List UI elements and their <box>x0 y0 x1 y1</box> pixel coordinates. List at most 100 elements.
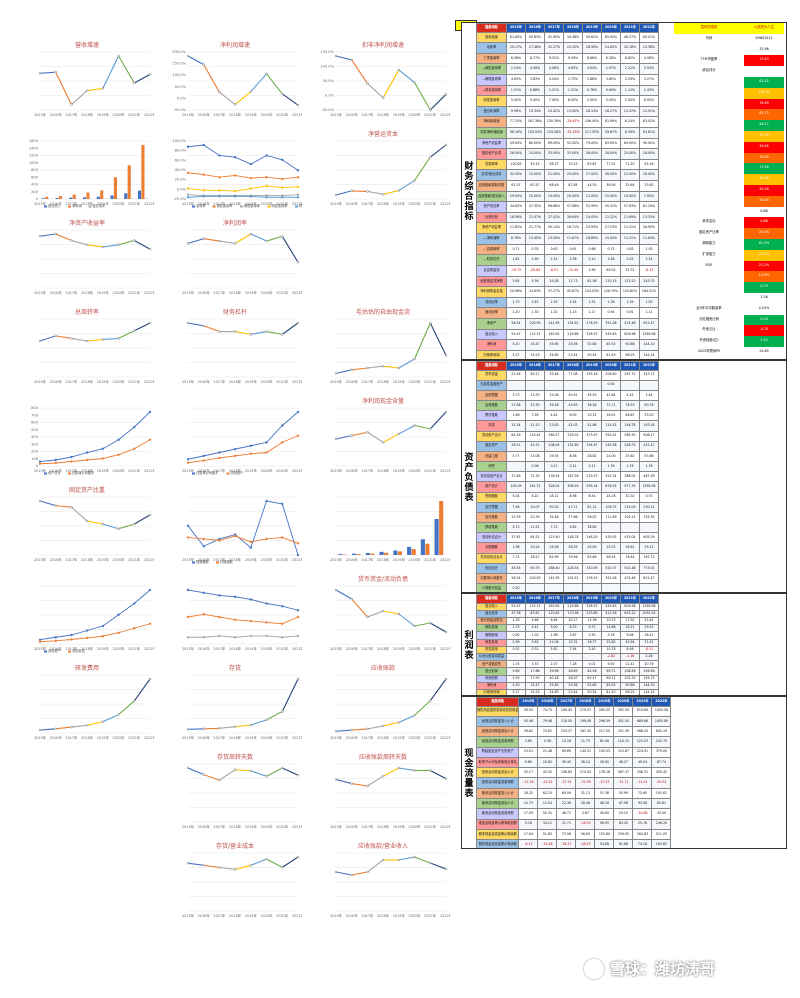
legend-swatch <box>44 205 47 208</box>
row-value: 55.31% <box>601 201 621 213</box>
row-value: 18.00% <box>639 148 659 160</box>
data-point <box>429 155 432 159</box>
x-tick-label: 2020年 <box>113 557 126 562</box>
data-point <box>202 63 205 66</box>
row-value: -29.64 <box>525 264 545 277</box>
row-value: 520.37 <box>601 562 621 574</box>
row-value: 3.88% <box>582 73 602 86</box>
row-value: 4.06% <box>544 63 564 75</box>
data-point <box>281 158 284 162</box>
row-value: 80.00% <box>525 137 545 150</box>
row-value: 842.19 <box>651 726 672 738</box>
series-segment <box>398 856 415 861</box>
row-value <box>544 379 564 391</box>
bar <box>365 552 370 555</box>
legend-label: 流动资产 <box>48 648 61 653</box>
row-value: 100.65 <box>506 158 526 171</box>
x-tick-label: 2016年 <box>346 557 359 562</box>
table-row: 固定资产 26.21 45.31 108.04 132.60 154.67 245.08 24… <box>476 440 659 452</box>
row-value: 193.62 <box>651 839 672 848</box>
row-label: 营业利润 <box>476 667 507 676</box>
row-value: 144.10 <box>639 339 659 351</box>
x-tick-label: 2022年 <box>440 824 450 829</box>
legend-swatch <box>267 205 271 208</box>
series-segment <box>235 769 251 772</box>
data-point <box>218 154 221 157</box>
x-tick-label: 2016年 <box>198 379 211 384</box>
row-value: 154.52 <box>563 317 583 330</box>
row-value: 1.13 <box>563 307 583 319</box>
x-tick-label: 2016年 <box>50 112 63 117</box>
x-tick-label: 2015年 <box>182 290 195 295</box>
data-point <box>281 766 284 770</box>
data-point <box>202 591 205 594</box>
data-point <box>186 588 190 592</box>
row-value: 108.04 <box>544 440 564 452</box>
row-label: 营业收入 <box>476 602 507 611</box>
legend-label: 短期借款 <box>196 559 210 564</box>
summary-row: 代码 SH601012 <box>674 34 786 45</box>
row-value: 328.04 <box>544 481 564 493</box>
data-point <box>265 499 268 503</box>
legend-label: 归属母公司股东 <box>72 470 94 475</box>
row-value: 8.46 <box>620 645 640 655</box>
data-point <box>413 769 416 772</box>
row-value: 38.28 <box>582 400 602 412</box>
series-segment <box>282 767 299 776</box>
x-tick-label: 2019年 <box>97 646 110 651</box>
chart-title: 净利润率 <box>222 220 247 227</box>
row-value: 52.80 <box>582 339 602 351</box>
row-value: 72.60 <box>632 787 653 800</box>
row-value: 60.01% <box>639 31 659 44</box>
data-point <box>101 720 105 723</box>
data-point <box>296 553 300 557</box>
row-value: 54.88 <box>594 839 615 848</box>
data-point <box>334 54 338 58</box>
row-value: 123.40 <box>544 532 564 544</box>
row-value: 209.60 <box>601 369 621 381</box>
row-value: 199.08 <box>575 715 596 728</box>
data-point <box>281 502 284 506</box>
x-tick-label: 2021年 <box>128 468 141 473</box>
table-row: 资产总计 102.09 191.72 328.04 396.59 593.34 876.35… <box>476 481 659 493</box>
row-label: 流动资产合计 <box>476 430 507 442</box>
chart-panel: 扣非净利润增速 150.0% 100.0% 50.0% 0.0% -50.0% 2015年 2… <box>316 40 450 120</box>
row-value: 25.58 <box>563 339 583 351</box>
row-value: 100.93 <box>525 572 545 585</box>
row-value: 26.95% <box>639 222 659 235</box>
row-value: 3.83% <box>525 73 545 86</box>
data-point <box>186 171 190 175</box>
table-row: 营业收入 59.47 115.31 163.62 219.88 328.97 545.83 8… <box>476 328 659 341</box>
data-point <box>54 461 57 465</box>
summary-row: 36.65 <box>674 141 786 153</box>
data-point <box>413 357 416 361</box>
row-value: 2.31 <box>544 254 564 266</box>
row-value <box>582 583 602 592</box>
series-segment <box>235 724 251 728</box>
data-point <box>117 54 120 58</box>
x-tick-label: 2017年 <box>213 290 226 295</box>
bar <box>86 192 90 199</box>
row-value: 1.52 <box>582 296 602 309</box>
row-value: 11.69% <box>620 211 640 224</box>
series-line <box>187 195 298 198</box>
data-point <box>281 866 284 869</box>
legend-label: 营业成本 <box>93 203 107 208</box>
data-point <box>249 619 253 623</box>
row-value: 593.34 <box>582 481 602 493</box>
series-segment <box>203 774 220 781</box>
data-point <box>366 784 369 788</box>
series-segment <box>414 622 431 627</box>
row-value: 63.89 <box>582 552 602 564</box>
row-value: 28.97 <box>563 674 583 683</box>
financial-tables: 财务综合指标 隆基绿能 2015年 2016年 2017年 2018年 2019年 2020年… <box>455 20 787 849</box>
x-tick-label: 2015年 <box>182 379 195 384</box>
row-label: 营业收入 <box>476 328 507 341</box>
row-value: 69.02 <box>601 264 621 277</box>
x-tick-label: 2019年 <box>245 646 258 651</box>
row-value: 29.10 <box>613 808 634 820</box>
y-tick-label: 80.0% <box>175 149 187 153</box>
data-point <box>186 862 190 865</box>
header-cell: 2015年 <box>506 594 526 604</box>
